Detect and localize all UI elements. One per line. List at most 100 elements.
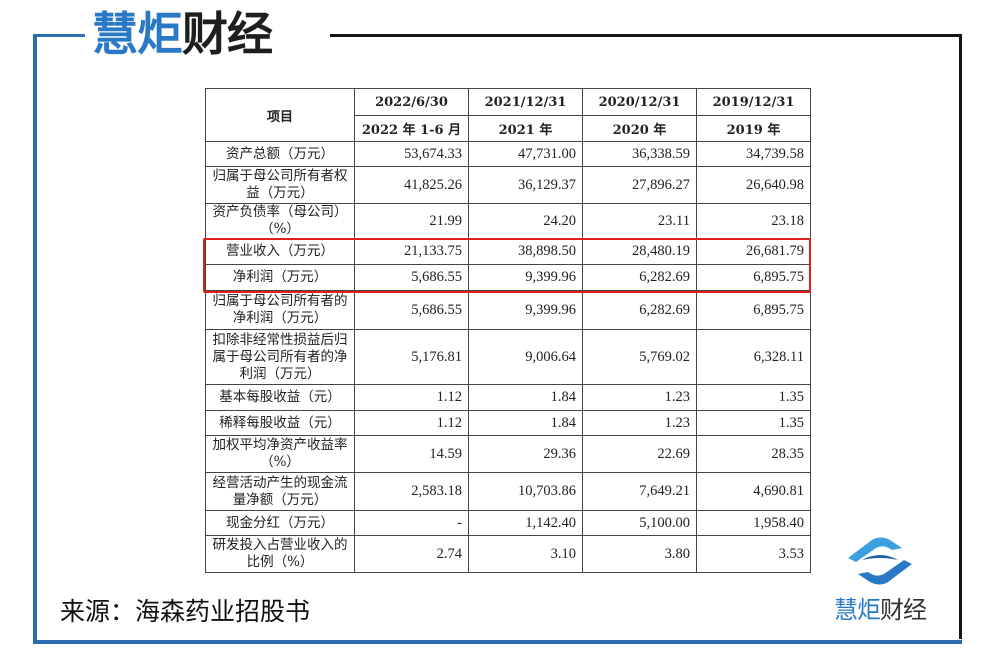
cell-value: 36,338.59 <box>582 141 697 167</box>
brand-name-blue: 慧炬 <box>834 596 881 624</box>
cell-value: 22.69 <box>582 435 697 473</box>
cell-value: 14.59 <box>354 435 469 473</box>
header-period: 2020 年 <box>582 115 697 142</box>
table-row: 加权平均净资产收益率（%） 14.59 29.36 22.69 28.35 <box>205 435 811 473</box>
cell-value: - <box>354 510 469 536</box>
cell-value: 27,896.27 <box>582 166 697 204</box>
cell-value: 1.84 <box>468 410 583 436</box>
cell-value: 23.18 <box>696 203 811 239</box>
brand-logo-top: 慧炬财经 <box>92 6 273 62</box>
cell-value: 26,681.79 <box>696 238 811 265</box>
header-date: 2019/12/31 <box>696 88 811 116</box>
cell-value: 53,674.33 <box>354 141 469 167</box>
table-row-highlighted: 净利润（万元） 5,686.55 9,399.96 6,282.69 6,895… <box>205 264 811 291</box>
cell-value: 5,176.81 <box>354 329 469 385</box>
row-label: 稀释每股收益（元） <box>205 410 355 436</box>
header-row-dates: 项目 2022/6/30 2021/12/31 2020/12/31 2019/… <box>205 88 811 142</box>
cell-value: 10,703.86 <box>468 472 583 511</box>
table-row: 资产负债率（母公司）（%） 21.99 24.20 23.11 23.18 <box>205 203 811 239</box>
brand-name-dark: 财经 <box>182 7 273 61</box>
table-row: 基本每股收益（元） 1.12 1.84 1.23 1.35 <box>205 384 811 411</box>
table-row: 研发投入占营业收入的比例（%） 2.74 3.10 3.80 3.53 <box>205 535 811 573</box>
cell-value: 38,898.50 <box>468 238 583 265</box>
table-row: 现金分红（万元） - 1,142.40 5,100.00 1,958.40 <box>205 510 811 536</box>
cell-value: 9,399.96 <box>468 290 583 330</box>
row-label: 资产负债率（母公司）（%） <box>205 203 355 239</box>
table-row: 归属于母公司所有者的净利润（万元） 5,686.55 9,399.96 6,28… <box>205 290 811 330</box>
cell-value: 1.35 <box>696 384 811 411</box>
cell-value: 3.10 <box>468 535 583 573</box>
row-label: 加权平均净资产收益率（%） <box>205 435 355 473</box>
cell-value: 21,133.75 <box>354 238 469 265</box>
table-row-highlighted: 营业收入（万元） 21,133.75 38,898.50 28,480.19 2… <box>205 238 811 265</box>
cell-value: 3.53 <box>696 535 811 573</box>
row-label: 净利润（万元） <box>205 264 355 291</box>
row-label: 营业收入（万元） <box>205 238 355 265</box>
header-period: 2021 年 <box>468 115 583 142</box>
cell-value: 9,006.64 <box>468 329 583 385</box>
cell-value: 2,583.18 <box>354 472 469 511</box>
brand-logo-bottom: 慧炬财经 <box>810 536 950 625</box>
cell-value: 6,328.11 <box>696 329 811 385</box>
cell-value: 23.11 <box>582 203 697 239</box>
cell-value: 47,731.00 <box>468 141 583 167</box>
row-label: 资产总额（万元） <box>205 141 355 167</box>
cell-value: 6,282.69 <box>582 290 697 330</box>
header-date: 2021/12/31 <box>468 88 583 116</box>
header-date: 2020/12/31 <box>582 88 697 116</box>
cell-value: 7,649.21 <box>582 472 697 511</box>
table-row: 稀释每股收益（元） 1.12 1.84 1.23 1.35 <box>205 410 811 436</box>
cell-value: 29.36 <box>468 435 583 473</box>
cell-value: 1.35 <box>696 410 811 436</box>
cell-value: 1.84 <box>468 384 583 411</box>
cell-value: 2.74 <box>354 535 469 573</box>
frame-top-black-border <box>330 34 962 37</box>
cell-value: 1,958.40 <box>696 510 811 536</box>
row-label: 归属于母公司所有者权益（万元） <box>205 166 355 204</box>
cell-value: 1.23 <box>582 410 697 436</box>
frame-left-border <box>33 34 37 644</box>
cell-value: 5,686.55 <box>354 264 469 291</box>
cell-value: 1.12 <box>354 384 469 411</box>
cell-value: 41,825.26 <box>354 166 469 204</box>
brand-name-blue: 慧炬 <box>92 7 183 61</box>
frame-top-blue-border <box>33 34 85 37</box>
frame-right-border <box>959 34 962 639</box>
brand-name-dark: 财经 <box>880 596 927 624</box>
cell-value: 34,739.58 <box>696 141 811 167</box>
cell-value: 6,282.69 <box>582 264 697 291</box>
cell-value: 1,142.40 <box>468 510 583 536</box>
cell-value: 5,769.02 <box>582 329 697 385</box>
cell-value: 3.80 <box>582 535 697 573</box>
financial-table: 项目 2022/6/30 2021/12/31 2020/12/31 2019/… <box>205 88 811 573</box>
cell-value: 36,129.37 <box>468 166 583 204</box>
cell-value: 9,399.96 <box>468 264 583 291</box>
row-label: 归属于母公司所有者的净利润（万元） <box>205 290 355 330</box>
frame-bottom-border <box>33 640 962 644</box>
header-period: 2019 年 <box>696 115 811 142</box>
source-caption: 来源：海森药业招股书 <box>60 597 311 626</box>
table-row: 归属于母公司所有者权益（万元） 41,825.26 36,129.37 27,8… <box>205 166 811 204</box>
brand-wave-icon <box>848 537 912 585</box>
row-label: 研发投入占营业收入的比例（%） <box>205 535 355 573</box>
cell-value: 21.99 <box>354 203 469 239</box>
table-row: 扣除非经常性损益后归属于母公司所有者的净利润（万元） 5,176.81 9,00… <box>205 329 811 385</box>
cell-value: 26,640.98 <box>696 166 811 204</box>
table-row: 资产总额（万元） 53,674.33 47,731.00 36,338.59 3… <box>205 141 811 167</box>
table-row: 经营活动产生的现金流量净额（万元） 2,583.18 10,703.86 7,6… <box>205 472 811 511</box>
cell-value: 28,480.19 <box>582 238 697 265</box>
cell-value: 28.35 <box>696 435 811 473</box>
cell-value: 4,690.81 <box>696 472 811 511</box>
header-item: 项目 <box>205 88 355 142</box>
row-label: 扣除非经常性损益后归属于母公司所有者的净利润（万元） <box>205 329 355 385</box>
cell-value: 5,100.00 <box>582 510 697 536</box>
header-date: 2022/6/30 <box>354 88 469 116</box>
row-label: 经营活动产生的现金流量净额（万元） <box>205 472 355 511</box>
cell-value: 5,686.55 <box>354 290 469 330</box>
header-period: 2022 年 1-6 月 <box>354 115 469 142</box>
brand-logo-text: 慧炬财经 <box>810 590 950 625</box>
cell-value: 24.20 <box>468 203 583 239</box>
row-label: 基本每股收益（元） <box>205 384 355 411</box>
cell-value: 6,895.75 <box>696 264 811 291</box>
row-label: 现金分红（万元） <box>205 510 355 536</box>
